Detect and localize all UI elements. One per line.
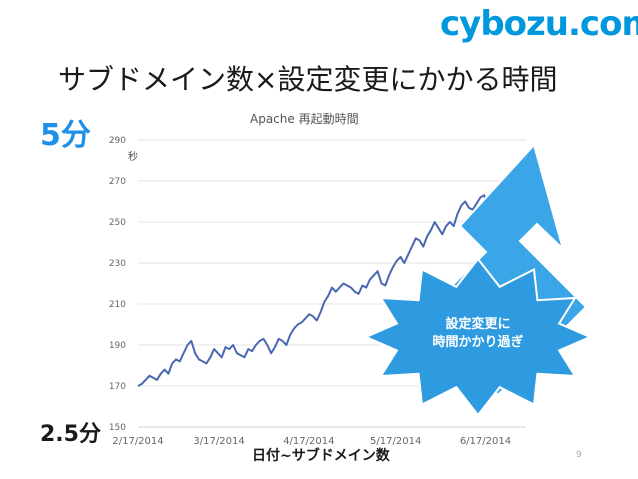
y-tick-label: 150: [109, 423, 126, 433]
series-line: [137, 174, 527, 387]
callout-burst: [363, 257, 593, 417]
x-axis-ticks: 2/17/2014 3/17/2014 4/17/2014 5/17/2014 6/17…: [112, 436, 511, 447]
cybozu-logo: cybozu.com: [440, 4, 638, 44]
x-tick-label: 3/17/2014: [193, 436, 244, 447]
page-number: 9: [576, 450, 582, 460]
y-tick-label: 210: [109, 300, 126, 310]
x-tick-label: 4/17/2014: [283, 436, 334, 447]
y-tick-label: 290: [109, 136, 126, 146]
x-axis-caption: 日付~サブドメイン数: [252, 448, 390, 464]
y-unit-label: 秒: [128, 152, 138, 163]
y-tick-label: 190: [109, 341, 126, 351]
y-axis-ticks: 150 170 190 210 230 250 270 290: [109, 136, 126, 433]
callout-text-line2: 時間かかり過ぎ: [432, 334, 523, 350]
y-tick-label: 250: [109, 218, 126, 228]
chart-series: [137, 174, 527, 387]
slide-title: サブドメイン数×設定変更にかかる時間: [58, 63, 558, 96]
callout-text-line1: 設定変更に: [445, 316, 510, 332]
bottom-time-label: 2.5分: [40, 422, 101, 447]
x-tick-label: 2/17/2014: [112, 436, 163, 447]
chart-title: Apache 再起動時間: [250, 112, 359, 126]
x-tick-label: 6/17/2014: [460, 436, 511, 447]
top-time-label: 5分: [40, 118, 91, 153]
overlay-graphics: 設定変更に 時間かかり過ぎ: [363, 142, 593, 417]
x-tick-label: 5/17/2014: [370, 436, 421, 447]
y-tick-label: 270: [109, 177, 126, 187]
y-tick-label: 170: [109, 382, 126, 392]
y-tick-label: 230: [109, 259, 126, 269]
chart-grid: [138, 139, 526, 428]
